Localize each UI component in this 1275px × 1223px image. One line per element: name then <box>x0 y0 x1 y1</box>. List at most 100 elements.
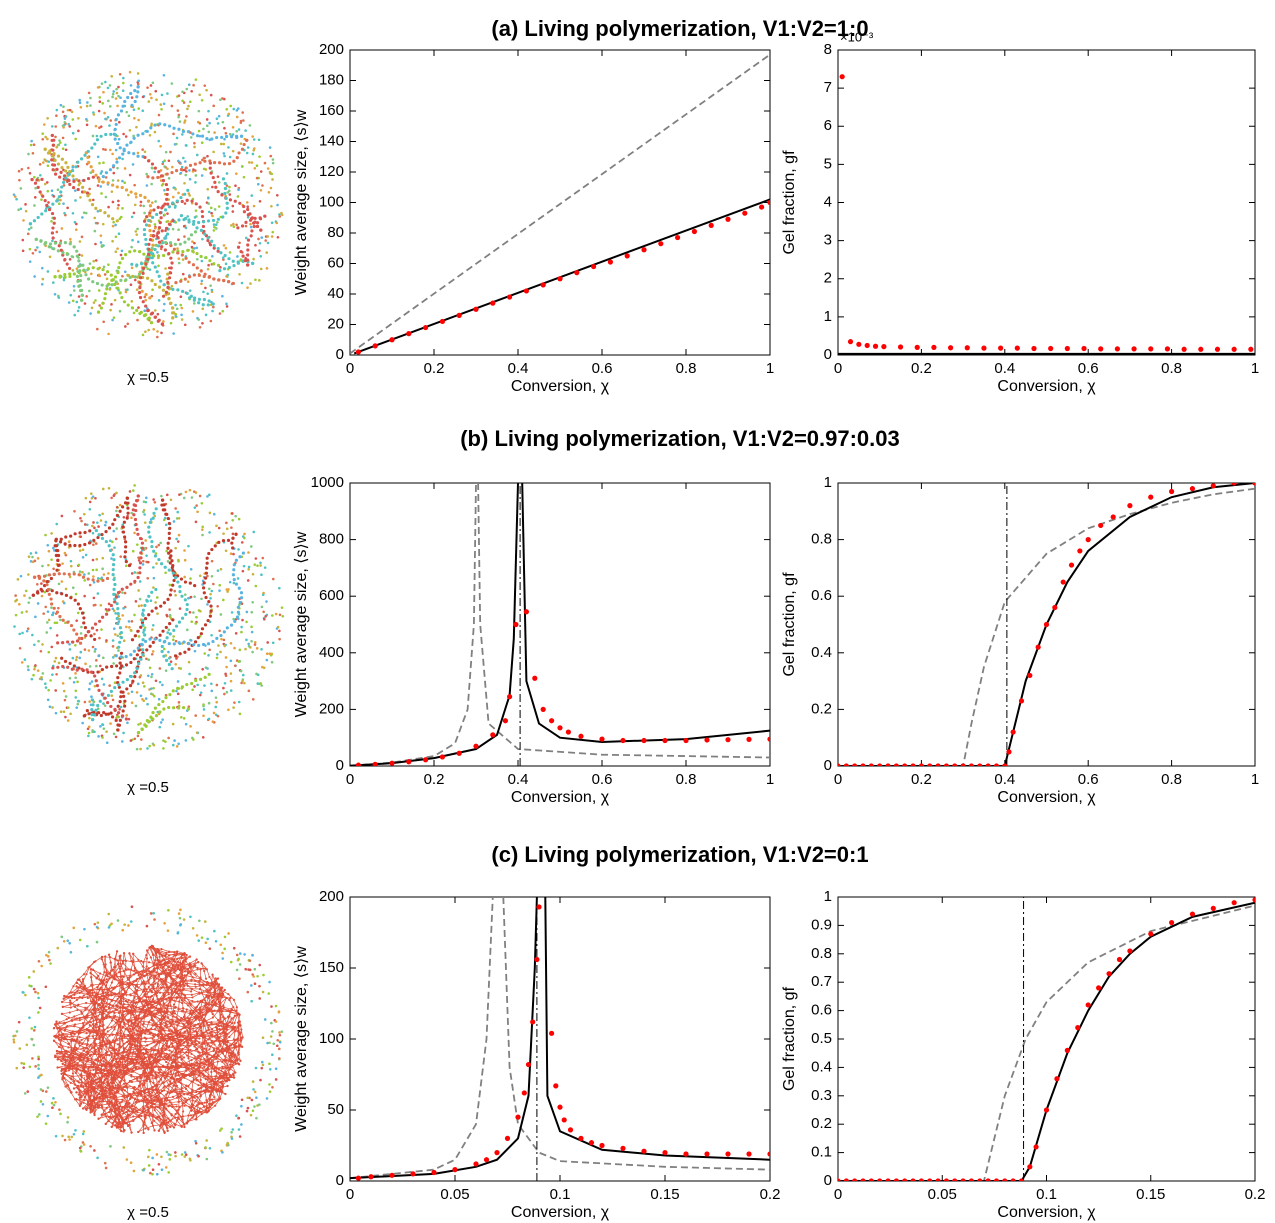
monomer <box>217 278 220 281</box>
monomer <box>144 330 147 333</box>
monomer <box>232 260 235 263</box>
monomer <box>141 109 144 112</box>
monomer <box>38 575 41 578</box>
monomer <box>171 105 174 108</box>
monomer <box>137 494 140 497</box>
monomer <box>78 306 81 309</box>
monomer <box>162 747 165 750</box>
monomer <box>174 547 177 550</box>
monomer <box>147 613 150 616</box>
monomer <box>42 612 45 615</box>
monomer <box>119 661 122 664</box>
monomer <box>94 650 97 653</box>
monomer <box>169 593 172 596</box>
monomer <box>212 277 215 280</box>
monomer <box>143 723 146 726</box>
monomer <box>189 164 192 167</box>
image-label: χ =0.5 <box>127 779 169 796</box>
monomer <box>191 250 194 253</box>
monomer <box>125 291 128 294</box>
monomer <box>179 196 182 199</box>
monomer <box>136 134 139 137</box>
monomer <box>120 655 123 658</box>
monomer <box>131 96 134 99</box>
monomer <box>247 238 250 241</box>
monomer <box>122 77 125 80</box>
monomer <box>33 275 36 278</box>
monomer <box>165 523 168 526</box>
monomer <box>195 209 198 212</box>
monomer <box>56 622 59 625</box>
monomer <box>52 144 55 147</box>
monomer <box>183 651 186 654</box>
monomer <box>117 113 120 116</box>
monomer <box>206 1158 209 1161</box>
monomer <box>178 641 181 644</box>
monomer <box>149 126 152 129</box>
monomer <box>157 313 160 316</box>
monomer <box>75 228 78 231</box>
monomer <box>181 307 184 310</box>
monomer <box>85 118 88 121</box>
monomer <box>200 597 203 600</box>
monomer <box>128 718 131 721</box>
monomer <box>125 586 128 589</box>
monomer <box>63 273 66 276</box>
monomer <box>112 201 115 204</box>
monomer <box>14 594 17 597</box>
monomer <box>225 656 228 659</box>
monomer <box>230 680 233 683</box>
monomer <box>131 638 134 641</box>
monomer <box>145 497 148 500</box>
monomer <box>56 559 59 562</box>
monomer <box>120 706 123 709</box>
monomer <box>169 257 172 260</box>
monomer <box>119 695 122 698</box>
monomer <box>248 566 251 569</box>
monomer <box>232 108 235 111</box>
monomer <box>169 1158 172 1161</box>
monomer <box>196 731 199 734</box>
monomer <box>199 161 202 164</box>
monomer <box>77 259 80 262</box>
monomer <box>52 247 55 250</box>
monomer <box>74 690 77 693</box>
monomer <box>78 637 81 640</box>
monomer <box>65 695 68 698</box>
monomer <box>260 170 263 173</box>
monomer <box>225 550 228 553</box>
monomer <box>135 309 138 312</box>
monomer <box>72 628 75 631</box>
monomer <box>123 535 126 538</box>
monomer <box>162 254 165 257</box>
monomer <box>182 706 185 709</box>
monomer <box>102 244 105 247</box>
monomer <box>216 117 219 120</box>
monomer <box>241 1098 244 1101</box>
monomer <box>218 629 221 632</box>
monomer <box>71 166 74 169</box>
monomer <box>154 309 157 312</box>
monomer <box>52 567 55 570</box>
monomer <box>40 1074 43 1077</box>
monomer <box>116 92 119 95</box>
monomer <box>142 300 145 303</box>
monomer <box>162 655 165 658</box>
monomer <box>116 142 119 145</box>
monomer <box>212 302 215 305</box>
monomer <box>158 726 161 729</box>
monomer <box>173 590 176 593</box>
monomer <box>125 560 128 563</box>
monomer <box>239 601 242 604</box>
monomer <box>73 664 76 667</box>
monomer <box>107 181 110 184</box>
monomer <box>117 207 120 210</box>
monomer <box>22 991 25 994</box>
monomer <box>250 611 253 614</box>
monomer <box>237 262 240 265</box>
monomer <box>96 629 99 632</box>
monomer <box>215 136 218 139</box>
monomer <box>65 148 68 151</box>
monomer <box>81 571 84 574</box>
monomer <box>260 573 263 576</box>
